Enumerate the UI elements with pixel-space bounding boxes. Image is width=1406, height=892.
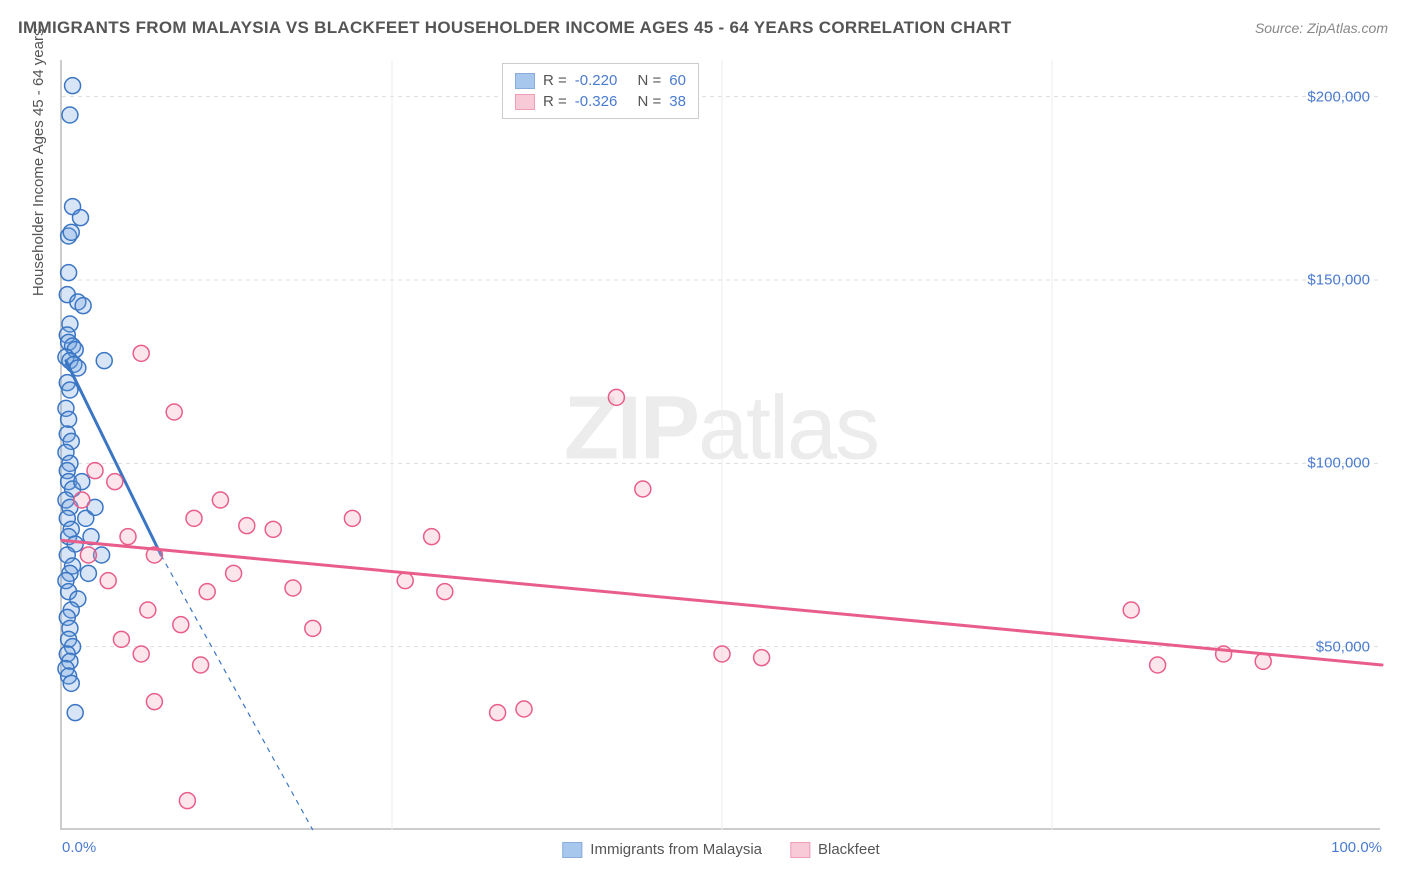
n-label-1: N =: [637, 93, 661, 110]
legend-bottom-swatch-1: [790, 842, 810, 858]
legend-bottom-swatch-0: [562, 842, 582, 858]
title-bar: IMMIGRANTS FROM MALAYSIA VS BLACKFEET HO…: [18, 18, 1388, 38]
legend-item-1: Blackfeet: [790, 841, 880, 858]
legend-label-1: Blackfeet: [818, 841, 880, 858]
ytick-label: $100,000: [1307, 455, 1370, 472]
source-attribution: Source: ZipAtlas.com: [1255, 20, 1388, 36]
bottom-legend: Immigrants from Malaysia Blackfeet: [562, 841, 879, 858]
r-value-0: -0.220: [575, 72, 618, 89]
ytick-label: $150,000: [1307, 272, 1370, 289]
chart-title: IMMIGRANTS FROM MALAYSIA VS BLACKFEET HO…: [18, 18, 1012, 38]
xtick-label: 100.0%: [1331, 839, 1382, 856]
xtick-label: 0.0%: [62, 839, 96, 856]
plot-area: ZIPatlas R = -0.220 N = 60 R = -0.326 N …: [60, 60, 1380, 830]
stats-legend: R = -0.220 N = 60 R = -0.326 N = 38: [502, 63, 699, 119]
stats-row-1: R = -0.326 N = 38: [515, 91, 686, 112]
plot-svg: [62, 60, 1380, 828]
r-label-0: R =: [543, 72, 567, 89]
legend-item-0: Immigrants from Malaysia: [562, 841, 762, 858]
legend-swatch-1: [515, 94, 535, 110]
stats-row-0: R = -0.220 N = 60: [515, 70, 686, 91]
ytick-label: $200,000: [1307, 88, 1370, 105]
r-label-1: R =: [543, 93, 567, 110]
legend-label-0: Immigrants from Malaysia: [590, 841, 762, 858]
legend-swatch-0: [515, 73, 535, 89]
n-value-0: 60: [669, 72, 686, 89]
n-value-1: 38: [669, 93, 686, 110]
chart-container: IMMIGRANTS FROM MALAYSIA VS BLACKFEET HO…: [0, 0, 1406, 892]
n-label-0: N =: [637, 72, 661, 89]
r-value-1: -0.326: [575, 93, 618, 110]
y-axis-label: Householder Income Ages 45 - 64 years: [30, 29, 47, 297]
ytick-label: $50,000: [1316, 638, 1370, 655]
